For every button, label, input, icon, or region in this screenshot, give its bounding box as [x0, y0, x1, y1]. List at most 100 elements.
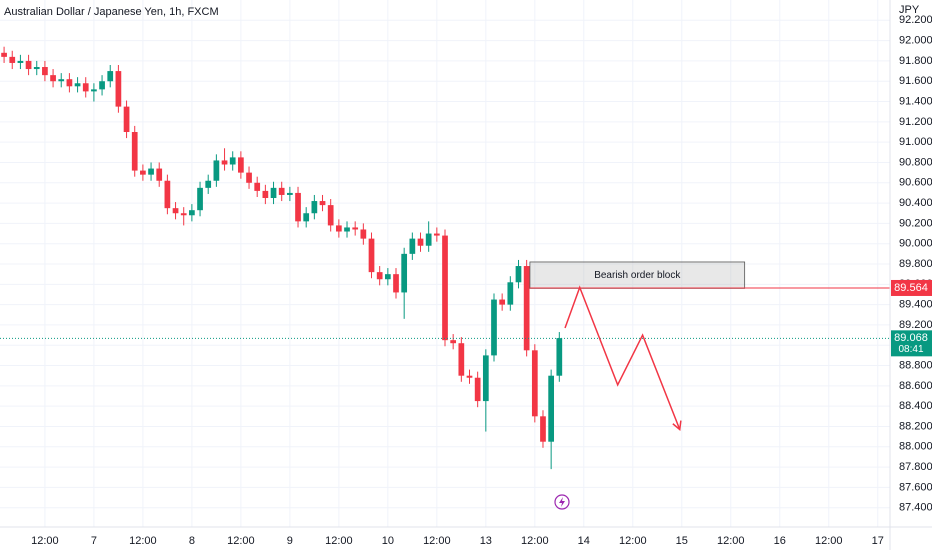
level-label: 89.564	[894, 282, 928, 294]
y-tick-label: 90.400	[899, 197, 932, 209]
candle-body	[9, 56, 16, 63]
y-tick-label: 87.800	[899, 461, 932, 473]
candle-body	[482, 355, 489, 402]
y-tick-label: 89.800	[899, 258, 932, 270]
candle-body	[335, 225, 342, 232]
y-tick-label: 89.400	[899, 299, 932, 311]
candle-body	[17, 60, 24, 63]
candle-body	[442, 235, 448, 341]
candle-body	[376, 272, 383, 280]
candle-body	[433, 233, 440, 236]
x-tick-label: 13	[480, 535, 492, 547]
x-tick-label: 8	[189, 535, 195, 547]
candle-body	[425, 233, 432, 246]
candle-body	[131, 132, 138, 171]
candle-body	[107, 71, 114, 82]
candle-body	[205, 180, 212, 188]
current-price-time: 08:41	[898, 344, 923, 355]
x-tick-label: 17	[872, 535, 884, 547]
candle-body	[189, 210, 195, 216]
candle-body	[401, 253, 408, 293]
y-tick-label: 91.600	[899, 75, 932, 87]
y-tick-label: 87.600	[899, 481, 932, 493]
candle-body	[548, 375, 555, 442]
projection-arrowhead	[672, 420, 682, 431]
candle-body	[213, 160, 220, 181]
y-tick-label: 91.200	[899, 116, 932, 128]
y-tick-label: 92.200	[899, 14, 932, 26]
candle-body	[352, 227, 359, 230]
candle-body	[393, 274, 399, 293]
candle-body	[531, 350, 538, 417]
candle-body	[180, 213, 187, 216]
candle-body	[474, 377, 481, 402]
candle-body	[540, 416, 546, 442]
candle-body	[344, 227, 350, 232]
candle-body	[172, 208, 179, 214]
y-tick-label: 88.600	[899, 380, 932, 392]
candle-body	[466, 375, 473, 378]
candle-body	[450, 340, 457, 344]
candle-body	[82, 83, 89, 92]
candle-body	[99, 81, 105, 90]
candle-body	[303, 213, 310, 222]
candle-body	[360, 229, 367, 239]
candle-body	[1, 52, 7, 57]
y-tick-label: 88.000	[899, 441, 932, 453]
candle-body	[164, 180, 171, 209]
x-tick-label: 9	[287, 535, 293, 547]
level-label-box	[891, 279, 932, 296]
y-tick-label: 88.800	[899, 359, 932, 371]
x-tick-label: 12:00	[31, 535, 59, 547]
candle-body	[148, 168, 154, 175]
candle-body	[262, 190, 269, 199]
candle-body	[368, 238, 375, 273]
current-price-label: 89.068	[894, 332, 928, 344]
x-tick-label: 12:00	[717, 535, 745, 547]
y-tick-label: 91.400	[899, 95, 932, 107]
candle-body	[33, 67, 40, 70]
y-tick-label: 90.600	[899, 177, 932, 189]
x-tick-label: 12:00	[129, 535, 157, 547]
candle-body	[311, 201, 318, 214]
x-tick-label: 12:00	[619, 535, 647, 547]
candle-body	[246, 172, 252, 183]
marks: Bearish order block	[0, 46, 890, 470]
candle-body	[50, 75, 56, 82]
candle-body	[254, 182, 261, 191]
candle-body	[42, 67, 48, 76]
x-tick-label: 12:00	[815, 535, 843, 547]
y-tick-label: 92.000	[899, 35, 932, 47]
y-tick-label: 87.400	[899, 502, 932, 514]
alert-icon	[554, 494, 570, 510]
candle-body	[491, 299, 497, 356]
y-tick-label: 90.200	[899, 217, 932, 229]
x-tick-label: 16	[774, 535, 786, 547]
candle-body	[115, 71, 122, 107]
grid	[0, 0, 890, 527]
candle-body	[25, 60, 32, 70]
candle-body	[523, 266, 530, 351]
y-tick-label: 88.400	[899, 400, 932, 412]
candle-body	[74, 83, 81, 87]
order-block-label: Bearish order block	[594, 270, 681, 281]
y-tick-label: 90.000	[899, 238, 932, 250]
candle-body	[319, 201, 326, 206]
x-tick-label: 12:00	[227, 535, 255, 547]
candle-body	[287, 192, 293, 195]
candle-body	[384, 274, 391, 280]
candle-body	[458, 343, 465, 376]
candle-body	[295, 192, 301, 222]
candle-body	[197, 187, 203, 211]
candle-body	[515, 266, 522, 283]
candle-body	[278, 187, 285, 195]
y-tick-label: 90.800	[899, 156, 932, 168]
x-tick-label: 10	[382, 535, 394, 547]
current-price-box	[891, 330, 932, 357]
candle-body	[556, 338, 563, 376]
candle-body	[140, 170, 146, 175]
candle-body	[409, 238, 416, 254]
x-tick-label: 12:00	[423, 535, 451, 547]
